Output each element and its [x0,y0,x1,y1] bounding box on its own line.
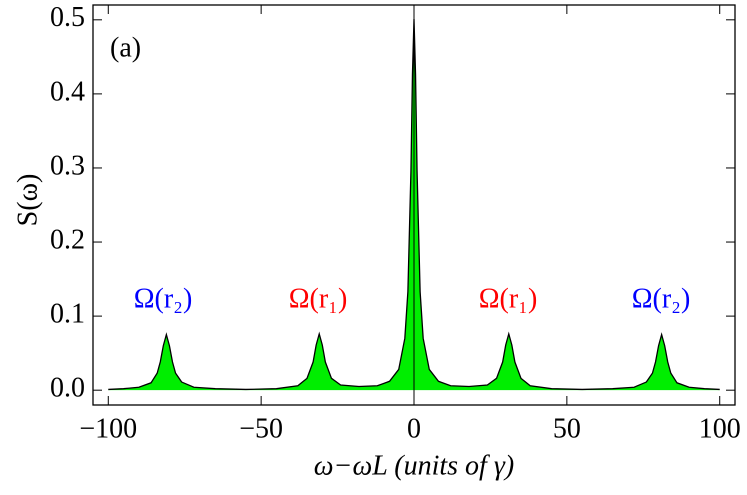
annotation: Ω(r₁) [289,283,348,314]
annotation: Ω(r₂) [632,283,691,314]
annotation: (a) [110,32,141,63]
annotation: Ω(r₁) [479,283,538,314]
x-axis-label: ω−ωL (units of γ) [314,450,514,481]
x-tick-label: 50 [553,413,581,444]
y-axis-label: S(ω) [12,174,43,227]
y-tick-label: 0.4 [50,76,85,107]
x-tick-label: −50 [239,413,283,444]
y-tick-label: 0.3 [50,150,85,181]
x-tick-label: −100 [79,413,137,444]
x-tick-label: 0 [407,413,421,444]
y-tick-label: 0.1 [50,299,85,330]
x-tick-label: 100 [699,413,741,444]
annotation: Ω(r₂) [134,283,193,314]
y-tick-label: 0.2 [50,224,85,255]
y-tick-label: 0.5 [50,2,85,33]
y-tick-label: 0.0 [50,373,85,404]
